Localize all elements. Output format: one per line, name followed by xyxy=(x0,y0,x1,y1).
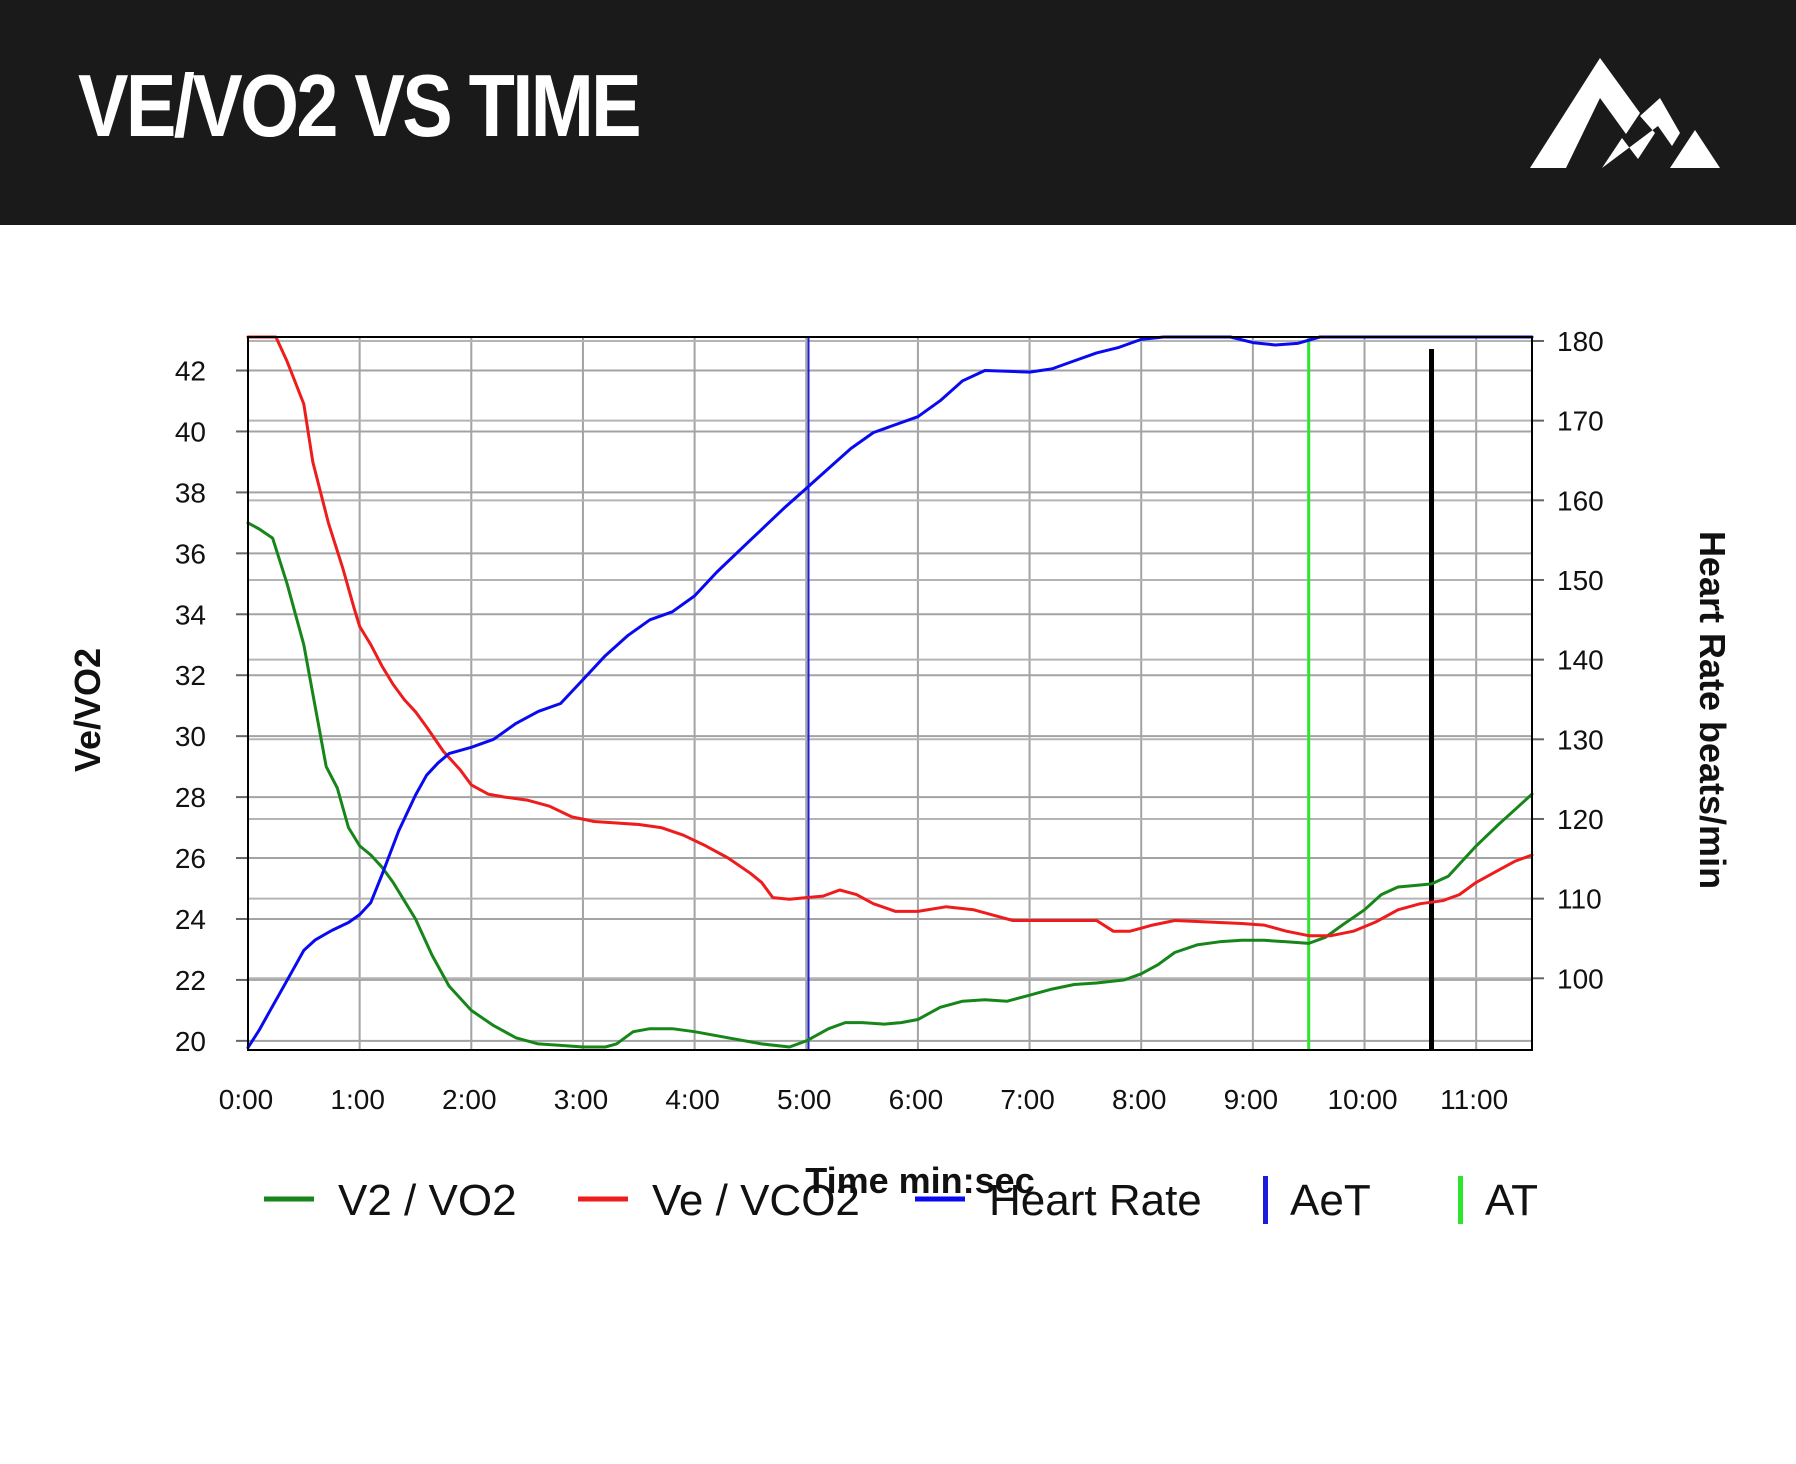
y-tick-label: 26 xyxy=(175,843,206,874)
y2-tick-label: 150 xyxy=(1557,565,1604,596)
x-tick-label: 11:00 xyxy=(1440,1084,1508,1115)
legend: V2 / VO2 Ve / VCO2 Heart Rate AeT AT xyxy=(264,1176,1538,1225)
x-tick-label: 1:00 xyxy=(330,1084,385,1115)
y2-tick-label: 140 xyxy=(1557,645,1604,676)
ve-vco2-line xyxy=(246,335,1534,938)
x-tick-label: 8:00 xyxy=(1112,1084,1167,1115)
chart: 20 22 24 26 28 30 32 34 36 38 40 42 100 110 120 130 140… xyxy=(67,326,1733,1225)
y-tick-label: 30 xyxy=(175,721,206,752)
x-tick-label: 0:00 xyxy=(219,1084,274,1115)
y2-axis-title: Heart Rate beats/min xyxy=(1692,531,1733,889)
y2-tick-label: 110 xyxy=(1557,884,1602,915)
y2-tick-label: 100 xyxy=(1557,963,1604,994)
x-tick-label: 10:00 xyxy=(1327,1084,1397,1115)
legend-label-at: AT xyxy=(1485,1176,1538,1225)
legend-label-v2-vo2: V2 / VO2 xyxy=(338,1176,517,1225)
legend-swatch-at xyxy=(1458,1176,1463,1224)
legend-swatch-aet xyxy=(1263,1176,1268,1224)
legend-label-aet: AeT xyxy=(1290,1176,1371,1225)
y2-axis-ticks: 100 110 120 130 140 150 160 170 180 xyxy=(1557,326,1604,994)
y-tick-label: 38 xyxy=(175,477,206,508)
threshold-markers xyxy=(807,337,1435,1050)
v2-vo2-line xyxy=(246,521,1534,1049)
y-axis-title: Ve/VO2 xyxy=(67,648,108,772)
y-tick-label: 36 xyxy=(175,538,206,569)
y2-tick-label: 120 xyxy=(1557,804,1604,835)
y-tick-label: 32 xyxy=(175,660,206,691)
plot-frame xyxy=(247,336,1533,1051)
y-tick-label: 20 xyxy=(175,1026,206,1057)
x-tick-label: 4:00 xyxy=(665,1084,720,1115)
x-axis-title: Time min:sec xyxy=(805,1160,1034,1201)
legend-label-heart-rate: Heart Rate xyxy=(989,1176,1202,1225)
x-axis-ticks: 0:00 1:00 2:00 3:00 4:00 5:00 6:00 7:00 8:00 9:00… xyxy=(219,1084,1508,1115)
x-tick-label: 2:00 xyxy=(442,1084,497,1115)
y-tick-label: 40 xyxy=(175,416,206,447)
series-lines xyxy=(246,335,1534,1050)
x-tick-label: 9:00 xyxy=(1224,1084,1279,1115)
y-axis-ticks: 20 22 24 26 28 30 32 34 36 38 40 42 xyxy=(175,356,206,1057)
y-tick-label: 22 xyxy=(175,965,206,996)
y2-tick-label: 170 xyxy=(1557,406,1604,437)
y-tick-label: 42 xyxy=(175,356,206,387)
grid xyxy=(236,337,1544,1050)
y2-tick-label: 180 xyxy=(1557,326,1604,357)
heart-rate-line xyxy=(246,335,1534,1050)
x-tick-label: 7:00 xyxy=(1000,1084,1055,1115)
x-tick-label: 3:00 xyxy=(554,1084,609,1115)
y-tick-label: 24 xyxy=(175,904,206,935)
x-tick-label: 5:00 xyxy=(777,1084,832,1115)
y2-tick-label: 160 xyxy=(1557,485,1604,516)
y-tick-label: 28 xyxy=(175,782,206,813)
page-title: VE/VO2 VS TIME xyxy=(78,56,642,155)
header-bar: VE/VO2 VS TIME xyxy=(0,0,1796,225)
y-tick-label: 34 xyxy=(175,599,206,630)
y2-tick-label: 130 xyxy=(1557,724,1604,755)
legend-label-ve-vco2: Ve / VCO2 xyxy=(652,1176,860,1225)
mountain-logo-icon xyxy=(1530,58,1720,168)
x-tick-label: 6:00 xyxy=(889,1084,944,1115)
